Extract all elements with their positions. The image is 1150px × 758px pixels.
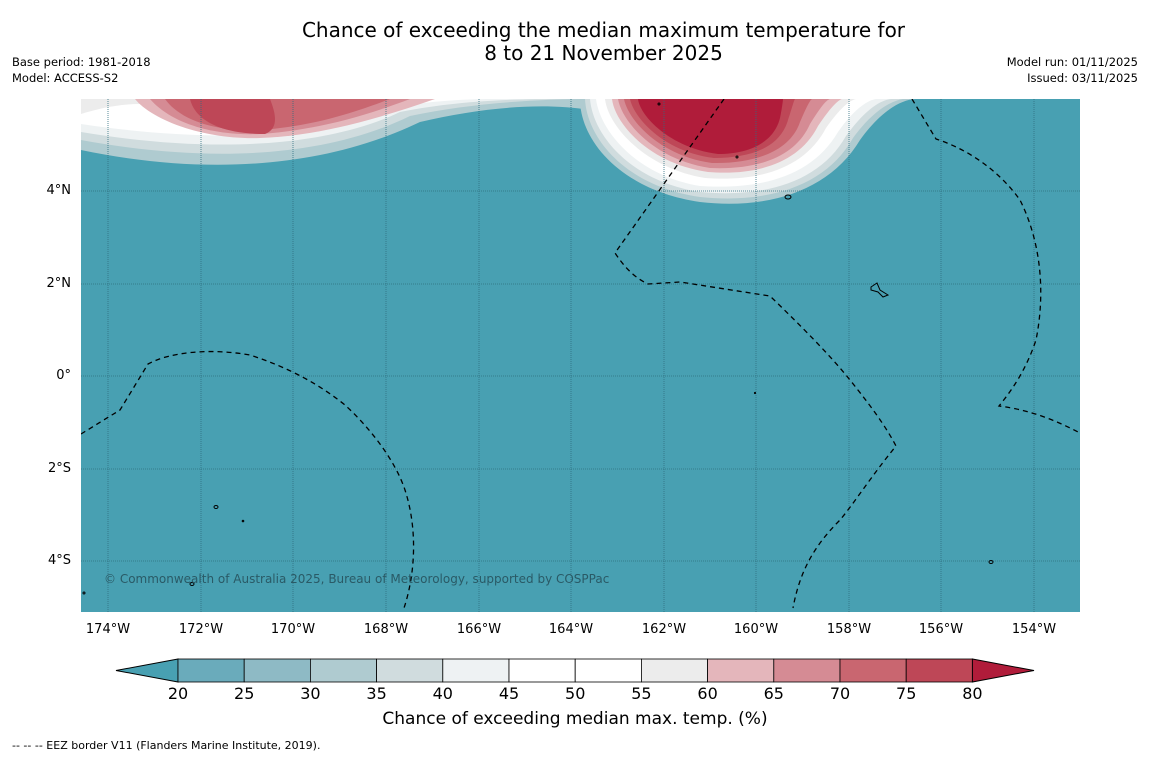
colorbar-tick-label: 60 bbox=[697, 684, 718, 703]
colorbar-tick-label: 50 bbox=[565, 684, 586, 703]
colorbar-tick-label: 75 bbox=[896, 684, 917, 703]
colorbar-segment bbox=[905, 658, 973, 683]
colorbar-tick-label: 70 bbox=[829, 684, 851, 703]
model-run: Model run: 01/11/2025 bbox=[1006, 55, 1138, 69]
lon-label-156w: 156°W bbox=[918, 622, 964, 637]
lat-label-2n: 2°N bbox=[46, 276, 72, 291]
anomaly-ne bbox=[580, 99, 915, 204]
lon-label-160w: 160°W bbox=[733, 622, 779, 637]
colorbar-segment bbox=[641, 658, 709, 683]
colorbar-segment bbox=[243, 658, 311, 683]
colorbar-segment bbox=[773, 658, 841, 683]
colorbar bbox=[115, 658, 1035, 683]
lon-label-172w: 172°W bbox=[178, 622, 224, 637]
colorbar-segment bbox=[177, 658, 245, 683]
copyright-notice: © Commonwealth of Australia 2025, Bureau… bbox=[104, 572, 610, 586]
lat-label-0: 0° bbox=[56, 368, 71, 383]
colorbar-tick-label: 20 bbox=[167, 684, 189, 703]
colorbar-tick-label: 40 bbox=[432, 684, 453, 703]
lon-label-174w: 174°W bbox=[85, 622, 131, 637]
eez-footnote: -- -- -- EEZ border V11 (Flanders Marine… bbox=[12, 739, 321, 752]
colorbar-tick-label: 65 bbox=[763, 684, 784, 703]
lon-label-170w: 170°W bbox=[270, 622, 316, 637]
graticule bbox=[81, 99, 1080, 612]
colorbar-segment bbox=[376, 658, 444, 683]
map-area bbox=[81, 99, 1080, 612]
lon-label-166w: 166°W bbox=[456, 622, 502, 637]
colorbar-tick-label: 30 bbox=[300, 684, 321, 703]
lat-label-4s: 4°S bbox=[47, 553, 71, 568]
colorbar-segment bbox=[707, 658, 775, 683]
lon-label-168w: 168°W bbox=[363, 622, 409, 637]
lat-label-2s: 2°S bbox=[47, 461, 71, 476]
lon-label-154w: 154°W bbox=[1011, 622, 1057, 637]
colorbar-label: Chance of exceeding median max. temp. (%… bbox=[382, 709, 768, 729]
colorbar-segment bbox=[574, 658, 642, 683]
meta-right: Model run: 01/11/2025 Issued: 03/11/2025 bbox=[1007, 54, 1138, 86]
map-title-line2: 8 to 21 November 2025 bbox=[484, 41, 723, 65]
base-period: Base period: 1981-2018 bbox=[12, 55, 151, 69]
colorbar-segment bbox=[839, 658, 907, 683]
lon-label-164w: 164°W bbox=[548, 622, 594, 637]
colorbar-extend-low bbox=[115, 658, 179, 683]
map-title-line1: Chance of exceeding the median maximum t… bbox=[301, 18, 906, 42]
colorbar-tick-label: 45 bbox=[498, 684, 520, 703]
lon-label-158w: 158°W bbox=[826, 622, 872, 637]
colorbar-segment bbox=[508, 658, 576, 683]
meta-left: Base period: 1981-2018 Model: ACCESS-S2 bbox=[12, 54, 151, 86]
colorbar-tick-label: 25 bbox=[234, 684, 255, 703]
lon-label-162w: 162°W bbox=[641, 622, 687, 637]
colorbar-extend-high bbox=[971, 658, 1035, 683]
colorbar-tick-label: 80 bbox=[962, 684, 983, 703]
map-ocean bbox=[81, 99, 1080, 612]
colorbar-segment bbox=[442, 658, 510, 683]
issued-date: Issued: 03/11/2025 bbox=[1027, 71, 1138, 85]
colorbar-segment bbox=[309, 658, 377, 683]
eez-borders bbox=[81, 99, 1079, 609]
colorbar-tick-label: 55 bbox=[631, 684, 652, 703]
colorbar-tick-label: 35 bbox=[366, 684, 387, 703]
lat-label-4n: 4°N bbox=[46, 183, 72, 198]
model-name: Model: ACCESS-S2 bbox=[12, 71, 119, 85]
islands bbox=[82, 102, 994, 595]
